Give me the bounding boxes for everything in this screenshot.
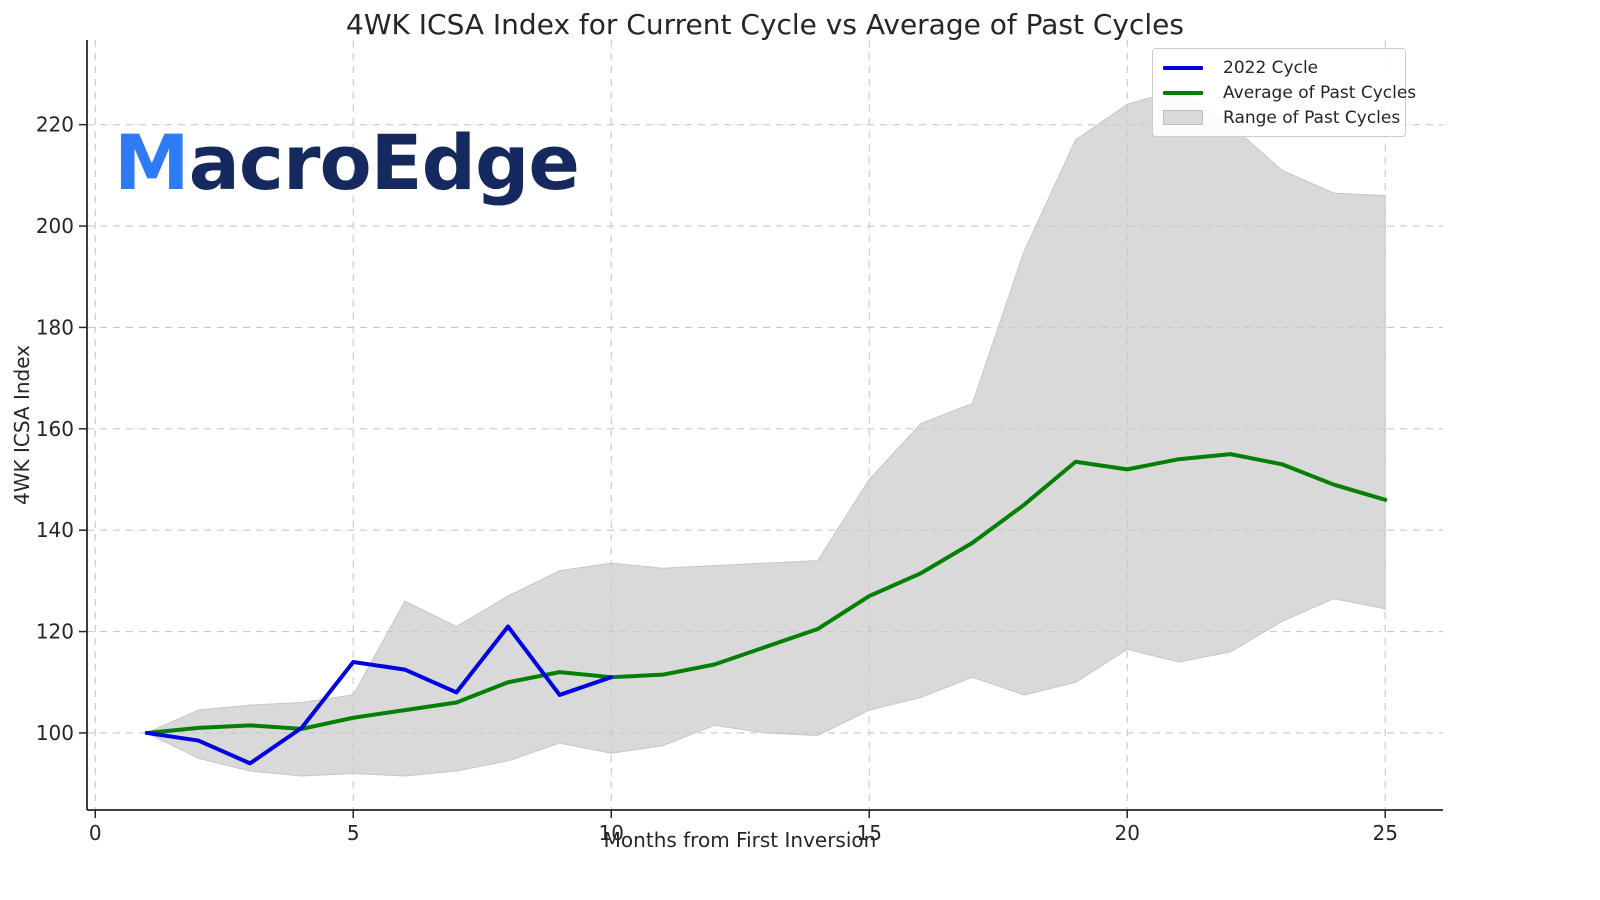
legend-label: Average of Past Cycles — [1223, 82, 1417, 103]
x-tick-label: 20 — [1114, 821, 1139, 845]
range-band — [145, 88, 1386, 777]
legend: 2022 Cycle Average of Past Cycles Range … — [1152, 48, 1416, 137]
legend-label: Range of Past Cycles — [1223, 107, 1401, 128]
x-tick-label: 10 — [599, 821, 624, 845]
line-2022-cycle — [144, 624, 614, 766]
y-tick-label: 180 — [36, 315, 74, 339]
y-tick-label: 100 — [36, 721, 74, 745]
chart-title: 4WK ICSA Index for Current Cycle vs Aver… — [346, 8, 1184, 41]
y-tick-label: 200 — [36, 214, 74, 238]
watermark-logo: MacroEdge — [114, 118, 580, 207]
y-tick-label: 160 — [36, 417, 74, 441]
legend-item-average-past-cycles: Average of Past Cycles — [1163, 80, 1416, 105]
legend-label: 2022 Cycle — [1223, 57, 1319, 78]
x-axis-label: Months from First Inversion — [603, 828, 877, 852]
x-tick-label: 15 — [857, 821, 882, 845]
y-tick-label: 220 — [36, 113, 74, 137]
y-tick-label: 140 — [36, 518, 74, 542]
watermark-logo-prefix: M — [114, 118, 190, 207]
legend-item-2022-cycle: 2022 Cycle — [1163, 55, 1397, 80]
x-tick-label: 25 — [1372, 821, 1397, 845]
legend-line-swatch-green — [1163, 90, 1203, 95]
y-axis-label: 4WK ICSA Index — [10, 345, 34, 505]
y-tick-label: 120 — [36, 620, 74, 644]
x-tick-label: 0 — [89, 821, 102, 845]
legend-item-range-past-cycles: Range of Past Cycles — [1163, 105, 1401, 130]
legend-line-swatch-blue — [1163, 65, 1203, 70]
legend-patch-swatch-gray — [1163, 110, 1203, 125]
x-tick-label: 5 — [347, 821, 360, 845]
line-average-past-cycles — [144, 452, 1388, 735]
watermark-logo-suffix: acroEdge — [188, 118, 580, 207]
